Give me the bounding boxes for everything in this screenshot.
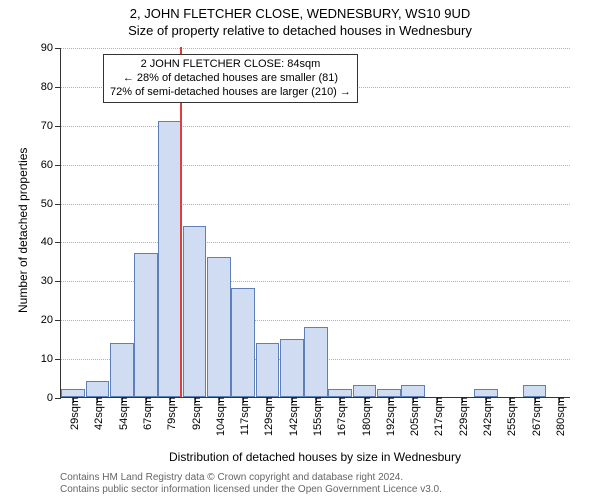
x-tick-label: 180sqm [357, 397, 373, 436]
x-tick-label: 29sqm [65, 397, 81, 430]
histogram-bar [110, 343, 134, 397]
info-box-line: 72% of semi-detached houses are larger (… [110, 86, 351, 100]
histogram-bar [523, 385, 547, 397]
y-tick-label: 40 [41, 236, 61, 248]
info-box-line: ← 28% of detached houses are smaller (81… [110, 72, 351, 86]
histogram-bar [231, 288, 255, 397]
y-tick-label: 70 [41, 120, 61, 132]
x-tick-label: 267sqm [527, 397, 543, 436]
histogram-bar [401, 385, 425, 397]
histogram-bar [280, 339, 304, 397]
x-tick-label: 92sqm [187, 397, 203, 430]
footer-line-1: Contains HM Land Registry data © Crown c… [60, 472, 403, 483]
x-tick-label: 205sqm [405, 397, 421, 436]
gridline [61, 126, 570, 127]
footer-line-2: Contains public sector information licen… [60, 484, 442, 495]
histogram-bar [304, 327, 328, 397]
x-tick-label: 104sqm [211, 397, 227, 436]
y-tick-label: 0 [47, 392, 61, 404]
y-tick-label: 60 [41, 159, 61, 171]
gridline [61, 165, 570, 166]
y-tick-label: 30 [41, 275, 61, 287]
histogram-bar [61, 389, 85, 397]
x-tick-label: 155sqm [308, 397, 324, 436]
histogram-bar [134, 253, 158, 397]
histogram-bar [474, 389, 498, 397]
y-tick-label: 50 [41, 198, 61, 210]
x-tick-label: 129sqm [259, 397, 275, 436]
histogram-bar [183, 226, 207, 397]
x-tick-label: 42sqm [89, 397, 105, 430]
chart-title-sub: Size of property relative to detached ho… [0, 23, 600, 38]
x-axis-label: Distribution of detached houses by size … [60, 450, 570, 464]
x-tick-label: 54sqm [114, 397, 130, 430]
y-tick-label: 20 [41, 314, 61, 326]
y-tick-label: 90 [41, 42, 61, 54]
x-tick-label: 280sqm [551, 397, 567, 436]
x-tick-label: 167sqm [332, 397, 348, 436]
gridline [61, 204, 570, 205]
gridline [61, 48, 570, 49]
info-box: 2 JOHN FLETCHER CLOSE: 84sqm← 28% of det… [103, 54, 358, 103]
x-tick-label: 242sqm [478, 397, 494, 436]
histogram-bar [207, 257, 231, 397]
y-tick-label: 10 [41, 353, 61, 365]
histogram-bar [353, 385, 377, 397]
info-box-line: 2 JOHN FLETCHER CLOSE: 84sqm [110, 58, 351, 72]
x-tick-label: 217sqm [429, 397, 445, 436]
x-tick-label: 67sqm [138, 397, 154, 430]
histogram-bar [377, 389, 401, 397]
x-tick-label: 192sqm [381, 397, 397, 436]
x-tick-label: 117sqm [235, 397, 251, 435]
y-axis-label: Number of detached properties [16, 148, 30, 313]
x-tick-label: 229sqm [454, 397, 470, 436]
y-tick-label: 80 [41, 81, 61, 93]
x-tick-label: 142sqm [284, 397, 300, 436]
x-tick-label: 255sqm [502, 397, 518, 436]
histogram-bar [256, 343, 280, 397]
histogram-bar [328, 389, 352, 397]
histogram-bar [86, 381, 110, 397]
chart-title-main: 2, JOHN FLETCHER CLOSE, WEDNESBURY, WS10… [0, 0, 600, 21]
chart-plot-area: 010203040506070809029sqm42sqm54sqm67sqm7… [60, 48, 570, 398]
gridline [61, 242, 570, 243]
x-tick-label: 79sqm [162, 397, 178, 430]
